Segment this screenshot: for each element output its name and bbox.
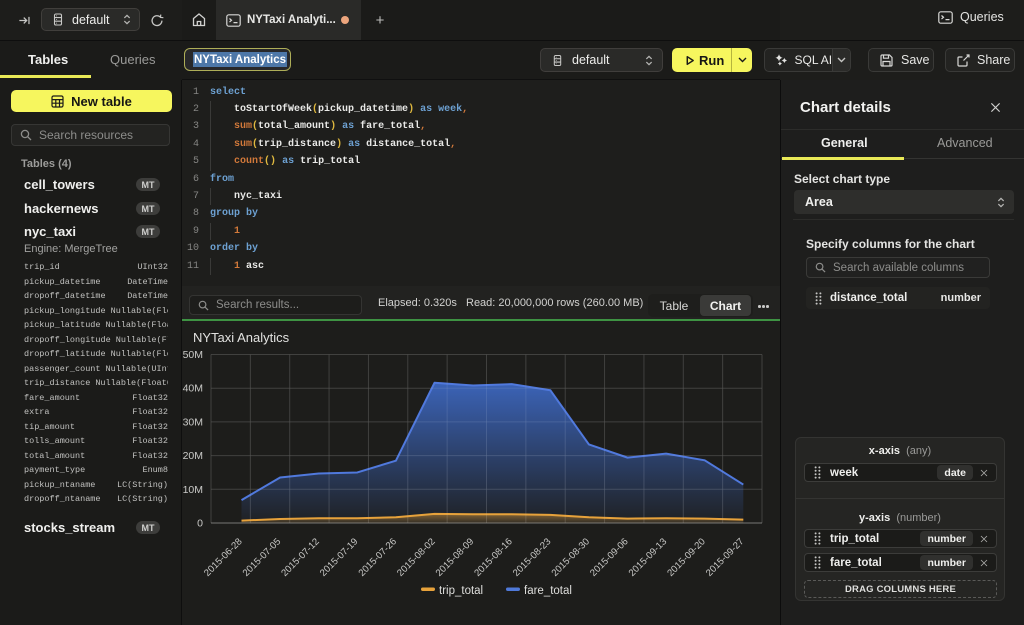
svg-text:2015-07-12: 2015-07-12 xyxy=(279,536,321,578)
svg-text:0: 0 xyxy=(197,518,203,530)
svg-text:NYTaxi Analytics: NYTaxi Analytics xyxy=(193,330,290,345)
svg-text:40M: 40M xyxy=(183,383,203,395)
svg-text:2015-07-19: 2015-07-19 xyxy=(318,536,360,578)
svg-text:2015-06-28: 2015-06-28 xyxy=(202,536,244,578)
svg-text:2015-09-27: 2015-09-27 xyxy=(704,536,746,578)
svg-text:20M: 20M xyxy=(183,450,203,462)
svg-text:fare_total: fare_total xyxy=(524,585,572,597)
svg-text:2015-08-23: 2015-08-23 xyxy=(511,536,553,578)
svg-text:2015-08-16: 2015-08-16 xyxy=(472,536,514,578)
svg-text:2015-09-06: 2015-09-06 xyxy=(588,536,630,578)
svg-text:2015-07-05: 2015-07-05 xyxy=(241,536,283,578)
svg-text:2015-09-13: 2015-09-13 xyxy=(627,536,669,578)
svg-text:10M: 10M xyxy=(183,484,203,496)
svg-text:2015-08-30: 2015-08-30 xyxy=(550,536,592,578)
svg-text:2015-09-20: 2015-09-20 xyxy=(665,536,707,578)
svg-text:trip_total: trip_total xyxy=(439,585,483,597)
svg-text:2015-08-09: 2015-08-09 xyxy=(434,536,476,578)
svg-text:2015-08-02: 2015-08-02 xyxy=(395,536,437,578)
svg-text:30M: 30M xyxy=(183,416,203,428)
svg-text:2015-07-26: 2015-07-26 xyxy=(357,536,399,578)
svg-text:50M: 50M xyxy=(183,349,203,361)
